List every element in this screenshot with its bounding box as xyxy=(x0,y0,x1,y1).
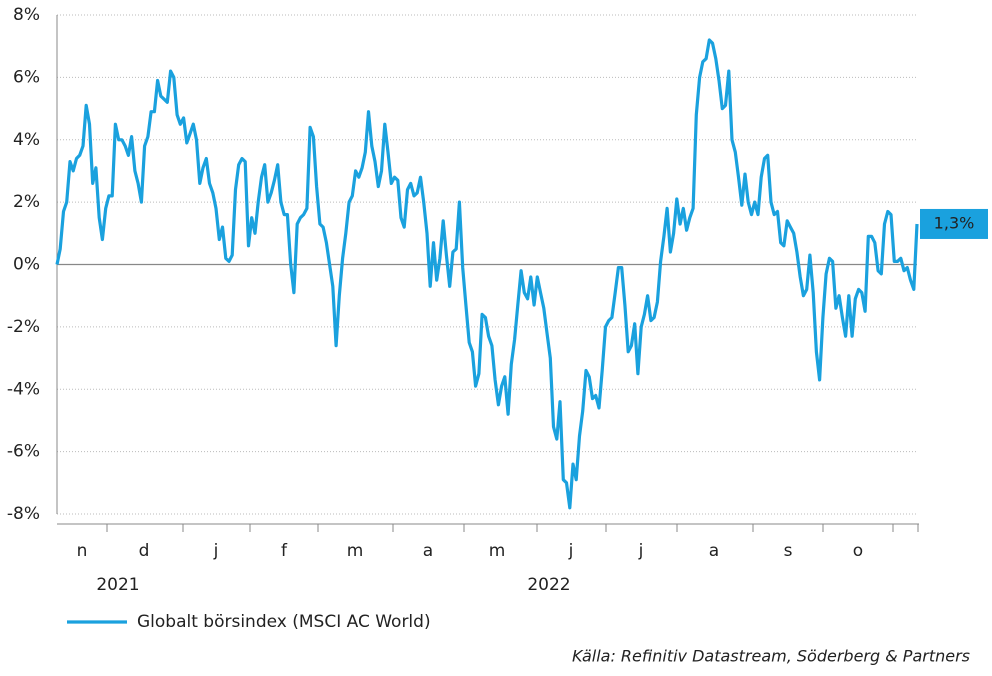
x-tick-label: s xyxy=(784,541,793,561)
line xyxy=(55,38,919,510)
x-tick-label: j xyxy=(638,541,644,561)
year-label: 2022 xyxy=(527,575,570,595)
y-tick-label: 2% xyxy=(13,192,40,212)
x-tick-label: j xyxy=(568,541,574,561)
x-tick-label: o xyxy=(853,541,863,561)
x-tick-label: j xyxy=(213,541,219,561)
y-tick-label: -4% xyxy=(7,379,40,399)
y-tick-label: 0% xyxy=(13,255,40,275)
end-label-box xyxy=(920,208,988,239)
y-tick-label: -2% xyxy=(7,317,40,337)
x-tick-label: a xyxy=(423,541,433,561)
y-tick-label: 4% xyxy=(13,130,40,150)
x-tick-label: d xyxy=(139,541,150,561)
end-label: 1,3% xyxy=(934,213,975,232)
legend-label: Globalt börsindex (MSCI AC World) xyxy=(137,612,431,632)
y-tick-label: 6% xyxy=(13,67,40,87)
y-tick-label: -6% xyxy=(7,442,40,462)
source: Källa: Refinitiv Datastream, Söderberg &… xyxy=(572,647,970,666)
y-tick-label: -8% xyxy=(7,504,40,524)
x-tick-label: m xyxy=(347,541,364,561)
x-tick-label: n xyxy=(77,541,88,561)
x-tick-label: m xyxy=(489,541,506,561)
x-tick-label: a xyxy=(709,541,719,561)
year-label: 2021 xyxy=(96,575,139,595)
y-tick-label: 8% xyxy=(13,5,40,25)
x-tick-label: f xyxy=(281,541,288,561)
